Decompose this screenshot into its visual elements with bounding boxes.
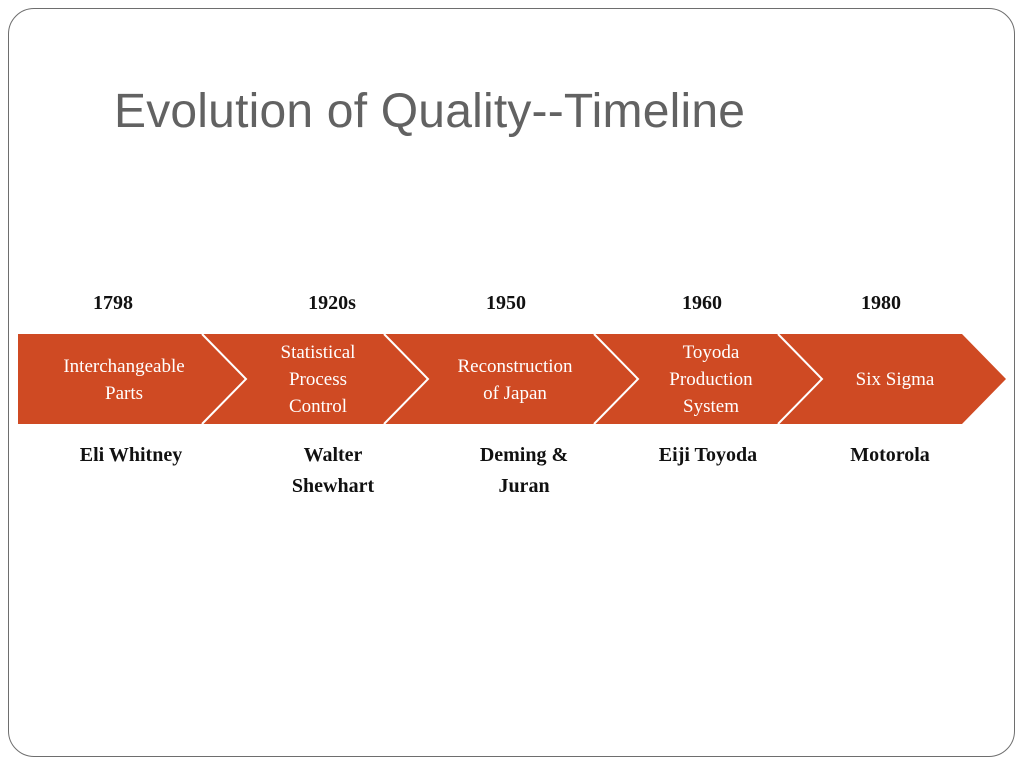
person-label: Eli Whitney <box>79 444 183 466</box>
slide-title: Evolution of Quality--Timeline <box>114 85 746 138</box>
person-label: Walter Shewhart <box>291 444 375 497</box>
year-label: 1798 <box>93 292 133 314</box>
segment-label: Statistical Process Control <box>280 342 356 417</box>
year-label: 1960 <box>682 292 722 314</box>
chevron-separator <box>777 333 824 425</box>
chevron-separator <box>201 333 248 425</box>
year-label: 1980 <box>861 292 901 314</box>
segment-label: Interchangeable Parts <box>63 355 185 404</box>
chevron-separator <box>383 333 430 425</box>
segment-label: Reconstruction of Japan <box>457 355 573 404</box>
arrow-body <box>18 334 1006 424</box>
year-label: 1920s <box>308 292 356 314</box>
segment-label: Six Sigma <box>855 369 935 390</box>
person-label: Eiji Toyoda <box>658 444 758 466</box>
person-label: Motorola <box>850 444 930 466</box>
chevron-separator <box>593 333 640 425</box>
segment-label: Toyoda Production System <box>669 342 753 417</box>
year-label: 1950 <box>486 292 526 314</box>
person-label: Deming & Juran <box>479 444 569 497</box>
